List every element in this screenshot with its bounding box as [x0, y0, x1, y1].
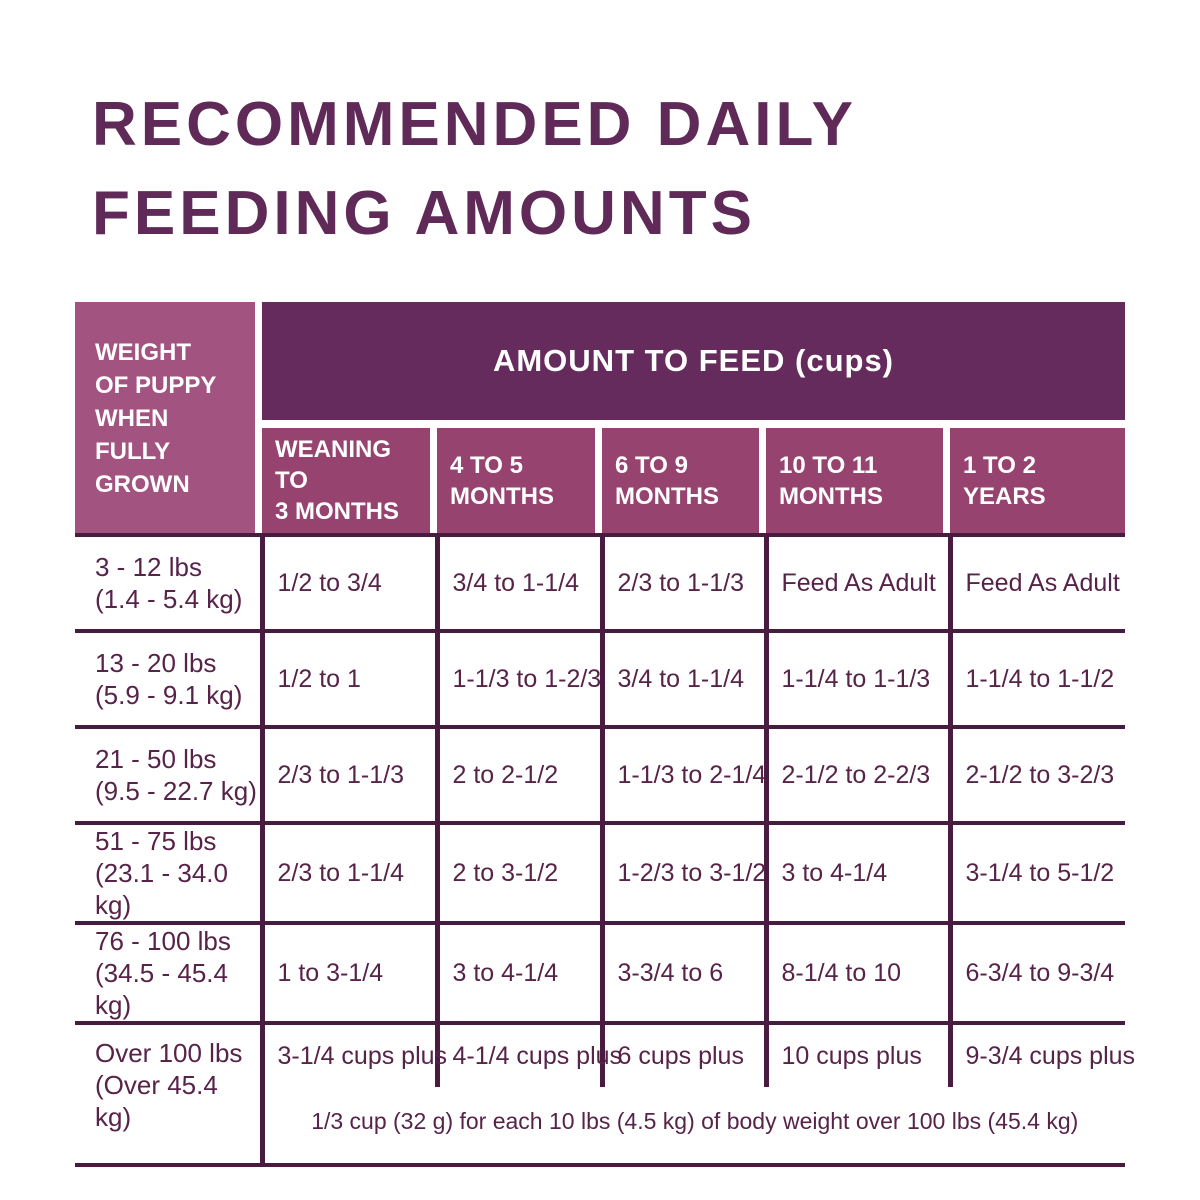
feeding-amount-cell: 2/3 to 1-1/3 — [259, 725, 440, 825]
table-row: 21 - 50 lbs (9.5 - 22.7 kg) 2/3 to 1-1/3… — [75, 725, 1125, 825]
feeding-amount-cell: 3/4 to 1-1/4 — [599, 629, 769, 729]
column-header-6-to-9-months: 6 TO 9 MONTHS — [602, 428, 759, 533]
feeding-amount-cell: 4-1/4 cups plus — [434, 1021, 622, 1087]
feeding-amount-cell: 2 to 2-1/2 — [434, 725, 605, 825]
table-row: 13 - 20 lbs (5.9 - 9.1 kg) 1/2 to 1 1-1/… — [75, 629, 1125, 729]
table-row: 76 - 100 lbs (34.5 - 45.4 kg) 1 to 3-1/4… — [75, 921, 1125, 1025]
feeding-amount-cell: 1/2 to 3/4 — [259, 533, 440, 633]
feeding-amount-cell: 1-1/4 to 1-1/3 — [763, 629, 953, 729]
table-body: 3 - 12 lbs (1.4 - 5.4 kg) 1/2 to 3/4 3/4… — [75, 533, 1135, 1167]
feeding-amount-cell: 6 cups plus — [599, 1021, 769, 1087]
weight-column-header: WEIGHT OF PUPPY WHEN FULLY GROWN — [75, 302, 255, 533]
feeding-amount-cell: 3/4 to 1-1/4 — [434, 533, 605, 633]
feeding-amount-cell: 8-1/4 to 10 — [763, 921, 953, 1025]
column-header-10-to-11-months: 10 TO 11 MONTHS — [766, 428, 943, 533]
page-title: RECOMMENDED DAILY FEEDING AMOUNTS — [92, 90, 857, 248]
feeding-amount-cell: 3 to 4-1/4 — [434, 921, 605, 1025]
table-row: 3 - 12 lbs (1.4 - 5.4 kg) 1/2 to 3/4 3/4… — [75, 533, 1125, 633]
feeding-amount-cell: Feed As Adult — [947, 533, 1125, 633]
feeding-amount-cell: 1-1/4 to 1-1/2 — [947, 629, 1125, 729]
feeding-amount-cell: 1-1/3 to 1-2/3 — [434, 629, 605, 729]
feeding-amount-cell: 3-1/4 cups plus — [259, 1021, 447, 1087]
feeding-amount-cell: 1/2 to 1 — [259, 629, 440, 729]
footnote-cell: 1/3 cup (32 g) for each 10 lbs (4.5 kg) … — [259, 1087, 1125, 1167]
feeding-amount-cell: 3-3/4 to 6 — [599, 921, 769, 1025]
feeding-amount-cell: 3-1/4 to 5-1/2 — [947, 821, 1125, 925]
feeding-amount-cell: 10 cups plus — [763, 1021, 953, 1087]
weight-range-cell: 13 - 20 lbs (5.9 - 9.1 kg) — [75, 629, 265, 729]
column-header-weaning-to-3-months: WEANING TO 3 MONTHS — [262, 428, 430, 533]
weight-range-cell: 3 - 12 lbs (1.4 - 5.4 kg) — [75, 533, 265, 633]
weight-range-cell: Over 100 lbs (Over 45.4 kg) — [75, 1021, 265, 1167]
feeding-amount-cell: 2/3 to 1-1/3 — [599, 533, 769, 633]
column-header-1-to-2-years: 1 TO 2 YEARS — [950, 428, 1125, 533]
feeding-amount-cell: 2-1/2 to 3-2/3 — [947, 725, 1125, 825]
feeding-amount-cell: 1-2/3 to 3-1/2 — [599, 821, 769, 925]
weight-range-cell: 51 - 75 lbs (23.1 - 34.0 kg) — [75, 821, 265, 925]
footnote-row: 1/3 cup (32 g) for each 10 lbs (4.5 kg) … — [75, 1087, 1125, 1167]
feeding-amount-cell: 2 to 3-1/2 — [434, 821, 605, 925]
feeding-amount-cell: 1 to 3-1/4 — [259, 921, 440, 1025]
weight-range-cell: 21 - 50 lbs (9.5 - 22.7 kg) — [75, 725, 265, 825]
feeding-amount-cell: 3 to 4-1/4 — [763, 821, 953, 925]
feeding-amount-cell: Feed As Adult — [763, 533, 953, 633]
table-row: Over 100 lbs (Over 45.4 kg) 3-1/4 cups p… — [75, 1021, 1135, 1167]
table-header: WEIGHT OF PUPPY WHEN FULLY GROWN AMOUNT … — [75, 302, 1125, 533]
feeding-table: WEIGHT OF PUPPY WHEN FULLY GROWN AMOUNT … — [75, 302, 1135, 1167]
feeding-amount-cell: 1-1/3 to 2-1/4 — [599, 725, 769, 825]
feeding-amount-cell: 9-3/4 cups plus — [947, 1021, 1135, 1087]
table-row: 51 - 75 lbs (23.1 - 34.0 kg) 2/3 to 1-1/… — [75, 821, 1125, 925]
feeding-amount-cell: 2/3 to 1-1/4 — [259, 821, 440, 925]
feeding-amount-cell: 6-3/4 to 9-3/4 — [947, 921, 1125, 1025]
feeding-amount-cell: 2-1/2 to 2-2/3 — [763, 725, 953, 825]
amount-to-feed-header: AMOUNT TO FEED (cups) — [262, 302, 1125, 420]
column-header-4-to-5-months: 4 TO 5 MONTHS — [437, 428, 595, 533]
weight-range-cell: 76 - 100 lbs (34.5 - 45.4 kg) — [75, 921, 265, 1025]
